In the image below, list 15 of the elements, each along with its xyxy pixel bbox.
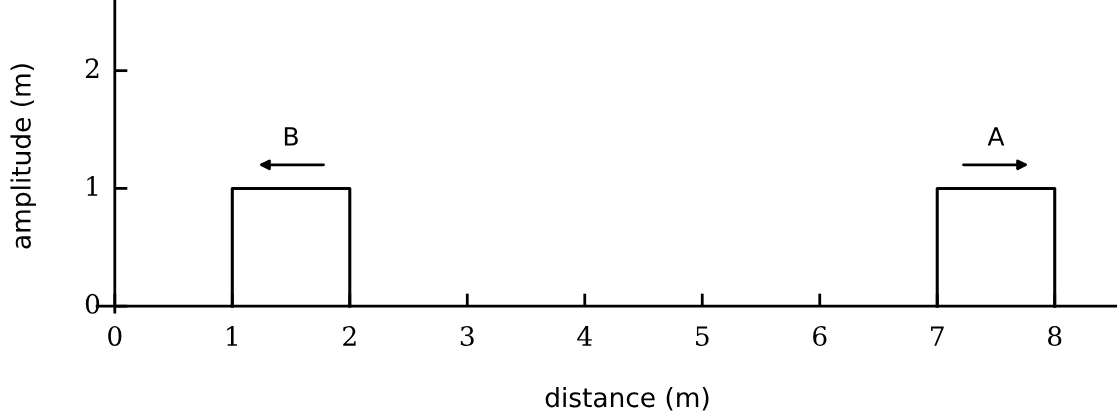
x-tick-label: 3 — [460, 326, 474, 347]
y-tick-label: 2 — [85, 58, 99, 78]
y-axis-title: amplitude (m) — [10, 64, 36, 249]
x-tick-label: 0 — [108, 326, 122, 347]
x-tick-label: 4 — [577, 326, 592, 346]
x-tick-label: 8 — [1048, 326, 1062, 347]
x-tick-label: 5 — [696, 326, 709, 347]
series-label: B — [284, 127, 298, 146]
x-tick-label: 1 — [227, 326, 237, 346]
y-tick-label: 1 — [87, 176, 98, 196]
x-tick-label: 6 — [813, 326, 827, 347]
x-tick-label: 7 — [931, 326, 944, 346]
series-label: A — [987, 127, 1005, 146]
x-axis-title: distance (m) — [545, 386, 709, 411]
x-tick-label: 2 — [343, 326, 356, 346]
